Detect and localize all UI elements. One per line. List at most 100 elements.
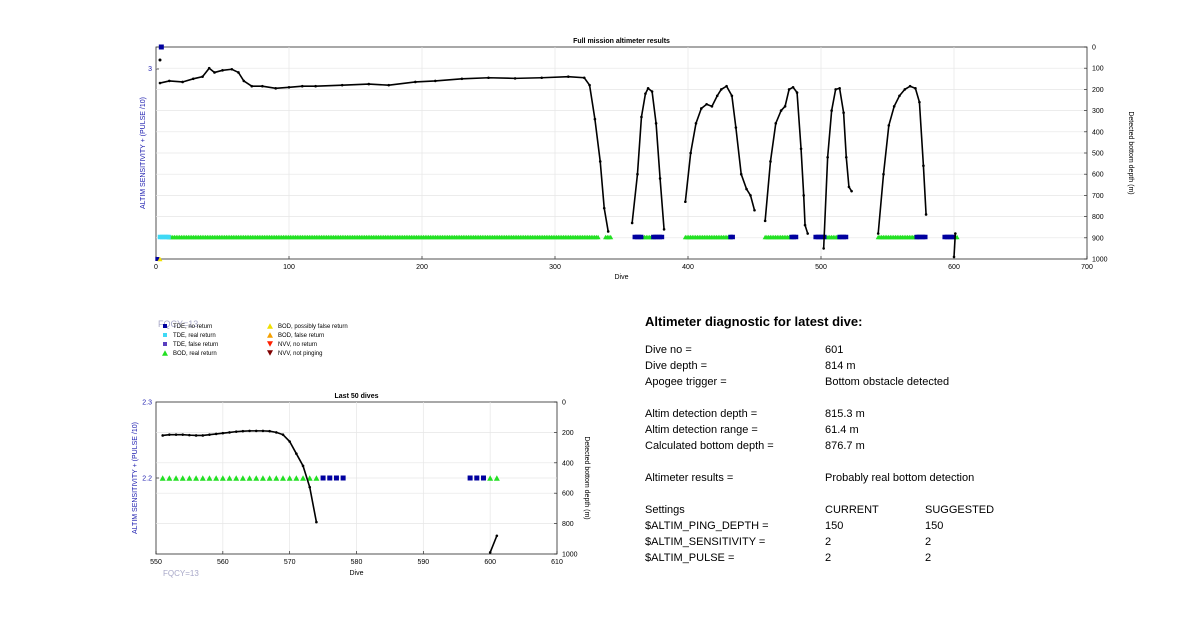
recent-depth-point	[201, 434, 205, 437]
full-depth-point	[954, 232, 957, 235]
dive-no-value: 601	[825, 344, 844, 356]
full-depth-point	[847, 185, 851, 189]
recent-x-tick-label: 610	[551, 559, 563, 566]
full-depth-point	[791, 85, 795, 89]
full-depth-point	[191, 77, 195, 81]
recent-bod-real-marker	[173, 475, 180, 481]
full-depth-point	[213, 71, 216, 74]
full-x-tick-label: 600	[948, 264, 960, 271]
altim-detection-depth-value: 815.3 m	[825, 408, 865, 420]
full-depth-point	[745, 187, 748, 191]
full-y-left-label: ALTIM SENSITIVITY + (PULSE /10)	[140, 97, 147, 209]
recent-x-tick-label: 590	[417, 559, 429, 566]
full-depth-point	[181, 80, 184, 84]
recent-bod-real-marker	[246, 475, 253, 481]
full-depth-point	[606, 230, 610, 233]
recent-depth-point	[228, 431, 231, 434]
full-depth-point	[719, 88, 723, 91]
recent-depth-point	[221, 431, 225, 435]
pulse-setting-label: $ALTIM_PULSE =	[645, 552, 735, 564]
full-depth-point	[892, 105, 896, 108]
recent-bod-real-marker	[286, 475, 293, 481]
full-depth-point	[540, 76, 543, 80]
dive-depth-label: Dive depth =	[645, 360, 708, 372]
recent-depth-point	[295, 452, 298, 455]
full-tde-no-return-marker	[659, 234, 665, 240]
recent-x-tick-label: 570	[284, 559, 296, 566]
calculated-bottom-depth-label: Calculated bottom depth =	[645, 440, 774, 452]
altim-detection-depth-label: Altim detection depth =	[645, 408, 758, 420]
sensitivity-suggested: 2	[925, 536, 932, 548]
recent-bod-real-marker	[186, 475, 193, 481]
recent-x-tick-label: 580	[351, 559, 363, 566]
altim-detection-range-label: Altim detection range =	[645, 424, 758, 436]
full-depth-point	[802, 194, 806, 197]
full-depth-point	[588, 83, 591, 87]
full-y-right-tick-label: 100	[1092, 66, 1104, 73]
legend-label-tde-real-return: TDE, real return	[173, 333, 216, 339]
recent-x-axis-label: Dive	[349, 570, 363, 577]
pulse-current: 2	[825, 552, 832, 564]
recent-bod-real-marker	[253, 475, 260, 481]
recent-tde-no-return-marker	[327, 475, 333, 481]
full-depth-point	[898, 94, 901, 98]
full-depth-point	[952, 255, 956, 259]
full-depth-point	[261, 84, 264, 88]
full-depth-point	[842, 111, 845, 115]
legend-marker-tde-no-return	[163, 324, 167, 328]
recent-depth-point	[281, 433, 285, 436]
full-depth-point	[242, 79, 246, 83]
recent-depth-point	[268, 429, 271, 433]
recent-tde-no-return-marker	[474, 475, 480, 481]
recent-tde-no-return-marker	[340, 475, 346, 481]
full-y-right-tick-label: 500	[1092, 151, 1104, 158]
full-depth-point	[799, 147, 803, 151]
full-depth-point	[830, 109, 833, 112]
recent-y-right-tick-label: 600	[562, 491, 574, 498]
recent-tde-no-return-marker	[467, 475, 473, 481]
recent-bod-real-marker	[193, 475, 200, 481]
fqcy-label-bottom: FQCY=13	[163, 569, 199, 578]
full-y-right-tick-label: 1000	[1092, 257, 1108, 264]
recent-bod-real-marker	[166, 475, 173, 481]
recent-depth-point	[488, 551, 492, 554]
legend-label-nvv-no-return: NVV, no return	[278, 342, 317, 348]
full-tde-no-return-marker	[923, 234, 928, 240]
full-depth-point	[650, 90, 654, 93]
full-depth-point	[710, 105, 714, 108]
recent-bod-real-marker	[259, 475, 266, 481]
recent-bod-real-marker	[493, 475, 500, 481]
full-depth-point	[882, 172, 885, 176]
altimeter-diagnostic-panel: Altimeter diagnostic for latest dive: Di…	[645, 314, 1185, 566]
legend-marker-tde-false-return	[163, 342, 167, 346]
full-depth-point	[795, 91, 799, 94]
full-depth-point	[301, 84, 304, 88]
recent-depth-point	[495, 534, 499, 538]
full-depth-point	[201, 75, 204, 78]
full-depth-point	[774, 122, 778, 125]
full-depth-point	[924, 213, 928, 216]
recent-depth-point	[301, 464, 305, 468]
full-depth-point	[715, 94, 719, 98]
recent-bod-real-marker	[266, 475, 273, 481]
full-y-right-label: Detected bottom depth (m)	[1127, 111, 1134, 194]
legend-label-nvv-not-pinging: NVV, not pinging	[278, 351, 322, 357]
recent-bod-real-marker	[219, 475, 226, 481]
full-depth-line-6	[953, 233, 957, 257]
full-x-tick-label: 0	[154, 264, 158, 271]
legend-marker-bod-real-return	[162, 350, 168, 356]
recent-bod-real-marker	[206, 475, 213, 481]
legend-label-bod-real-return: BOD, real return	[173, 351, 217, 357]
full-depth-point	[367, 82, 371, 86]
full-depth-point	[684, 200, 687, 204]
full-depth-point	[230, 67, 234, 71]
ping-depth-setting-label: $ALTIM_PING_DEPTH =	[645, 520, 769, 532]
recent-bod-real-marker	[159, 475, 166, 481]
recent-y-right-tick-label: 0	[562, 400, 566, 407]
recent-depth-point	[315, 520, 318, 524]
recent-depth-point	[188, 433, 191, 437]
diagnostic-title: Altimeter diagnostic for latest dive:	[645, 314, 863, 329]
recent-depth-point	[234, 430, 238, 433]
recent-depth-point	[275, 431, 278, 434]
